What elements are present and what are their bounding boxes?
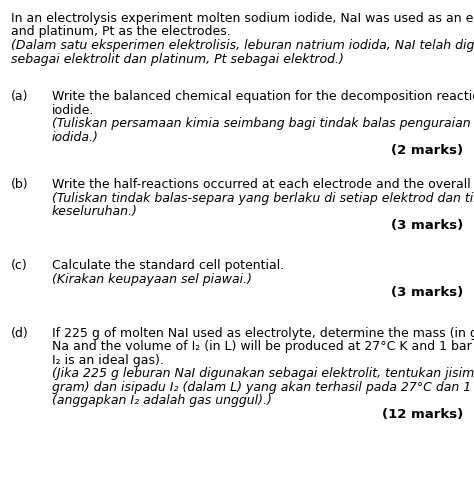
- Text: sebagai elektrolit dan platinum, Pt sebagai elektrod.): sebagai elektrolit dan platinum, Pt seba…: [11, 52, 344, 66]
- Text: (12 marks): (12 marks): [382, 408, 463, 420]
- Text: (Dalam satu eksperimen elektrolisis, leburan natrium iodida, NaI telah digunakan: (Dalam satu eksperimen elektrolisis, leb…: [11, 39, 474, 52]
- Text: I₂ is an ideal gas).: I₂ is an ideal gas).: [52, 353, 164, 366]
- Text: (Kirakan keupayaan sel piawai.): (Kirakan keupayaan sel piawai.): [52, 273, 252, 286]
- Text: (Tuliskan tindak balas-separa yang berlaku di setiap elektrod dan tindakbalas: (Tuliskan tindak balas-separa yang berla…: [52, 192, 474, 205]
- Text: Write the half-reactions occurred at each electrode and the overall reaction.: Write the half-reactions occurred at eac…: [52, 178, 474, 191]
- Text: (c): (c): [11, 259, 28, 272]
- Text: iodide.: iodide.: [52, 104, 94, 117]
- Text: If 225 g of molten NaI used as electrolyte, determine the mass (in grams) of: If 225 g of molten NaI used as electroly…: [52, 327, 474, 340]
- Text: Calculate the standard cell potential.: Calculate the standard cell potential.: [52, 259, 284, 272]
- Text: Na and the volume of I₂ (in L) will be produced at 27°C K and 1 bar (assuming: Na and the volume of I₂ (in L) will be p…: [52, 340, 474, 353]
- Text: (Tuliskan persamaan kimia seimbang bagi tindak balas penguraian natrium: (Tuliskan persamaan kimia seimbang bagi …: [52, 117, 474, 131]
- Text: (3 marks): (3 marks): [391, 286, 463, 299]
- Text: (d): (d): [11, 327, 29, 340]
- Text: (2 marks): (2 marks): [391, 144, 463, 157]
- Text: In an electrolysis experiment molten sodium iodide, NaI was used as an electroly: In an electrolysis experiment molten sod…: [11, 12, 474, 25]
- Text: keseluruhan.): keseluruhan.): [52, 205, 138, 218]
- Text: (3 marks): (3 marks): [391, 219, 463, 231]
- Text: and platinum, Pt as the electrodes.: and platinum, Pt as the electrodes.: [11, 26, 231, 38]
- Text: (anggapkan I₂ adalah gas unggul).): (anggapkan I₂ adalah gas unggul).): [52, 394, 272, 407]
- Text: iodida.): iodida.): [52, 131, 99, 144]
- Text: (a): (a): [11, 90, 28, 103]
- Text: Write the balanced chemical equation for the decomposition reaction of sodium: Write the balanced chemical equation for…: [52, 90, 474, 103]
- Text: gram) dan isipadu I₂ (dalam L) yang akan terhasil pada 27°C dan 1 bar: gram) dan isipadu I₂ (dalam L) yang akan…: [52, 381, 474, 394]
- Text: (b): (b): [11, 178, 28, 191]
- Text: (Jika 225 g leburan NaI digunakan sebagai elektrolit, tentukan jisim Na (dalam: (Jika 225 g leburan NaI digunakan sebaga…: [52, 367, 474, 380]
